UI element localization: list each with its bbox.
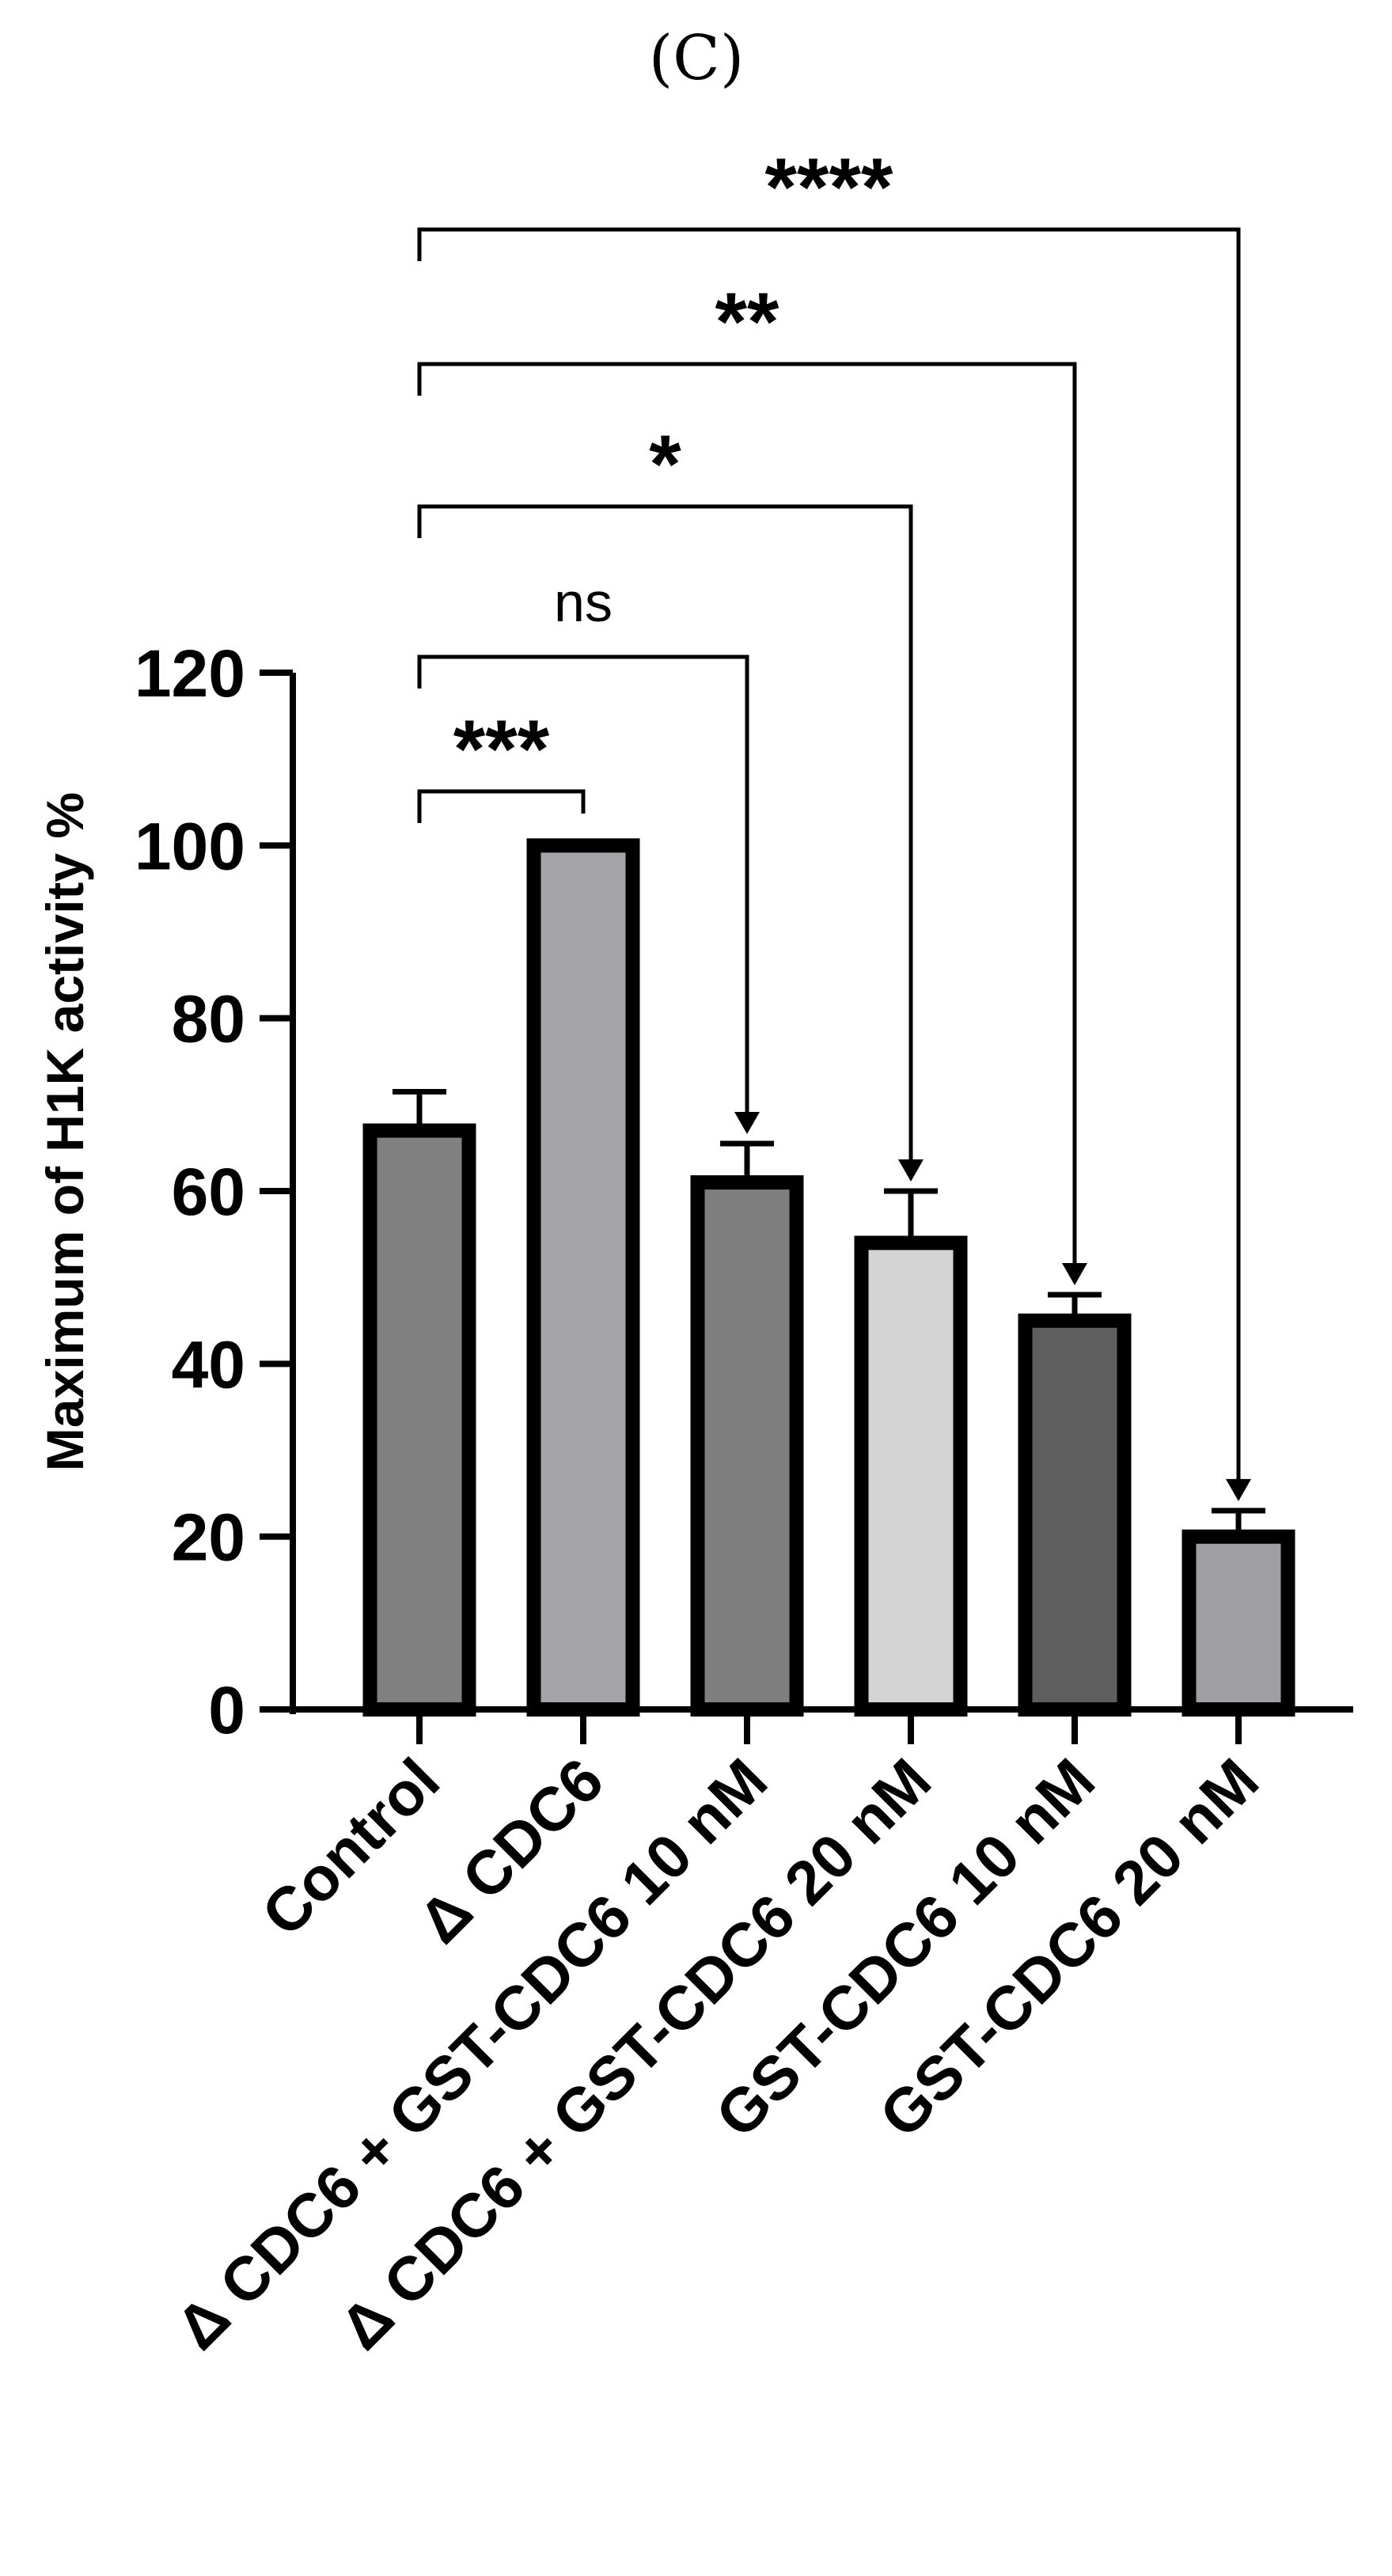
bars <box>362 838 1295 1717</box>
error-bars <box>393 1088 1265 1537</box>
significance-bracket <box>417 362 1077 1280</box>
y-tick-label: 100 <box>135 809 245 883</box>
x-tick-label: Δ CDC6 + GST-CDC6 20 nM <box>326 1745 944 2363</box>
y-tick-label: 120 <box>135 636 245 711</box>
bar <box>1018 1313 1132 1717</box>
significance-bracket <box>417 789 586 823</box>
x-axis <box>290 1706 1353 1744</box>
significance-label: ns <box>554 571 613 633</box>
y-axis-title: Maximum of H1K activity % <box>36 792 94 1471</box>
y-tick-label: 40 <box>172 1327 245 1402</box>
y-tick-label: 0 <box>208 1673 245 1747</box>
y-tick-label: 60 <box>172 1155 245 1229</box>
significance-label: * <box>649 419 681 510</box>
significance-bracket <box>417 654 749 1129</box>
significance-bracket <box>417 504 913 1177</box>
bar <box>362 1123 476 1717</box>
bracket-arrowhead <box>1062 1263 1087 1285</box>
y-tick-label: 20 <box>172 1500 245 1575</box>
significance-bracket <box>417 227 1241 1497</box>
y-axis: 0 20 40 60 80 100 120 <box>135 636 296 1747</box>
significance-brackets: ***ns******* <box>417 142 1251 1501</box>
y-tick-label: 80 <box>172 982 245 1057</box>
bracket-arrowhead <box>734 1111 760 1134</box>
panel-label: (C) <box>649 23 745 94</box>
bar <box>854 1235 968 1717</box>
bar <box>526 838 640 1717</box>
x-tick-label: Δ CDC6 + GST-CDC6 10 nM <box>162 1745 780 2363</box>
significance-label: **** <box>765 142 893 233</box>
bar <box>690 1175 804 1717</box>
bar <box>1181 1529 1295 1717</box>
bracket-arrowhead <box>1226 1478 1251 1501</box>
bracket-arrowhead <box>898 1159 924 1182</box>
significance-label: *** <box>453 704 550 795</box>
significance-label: ** <box>715 276 779 368</box>
